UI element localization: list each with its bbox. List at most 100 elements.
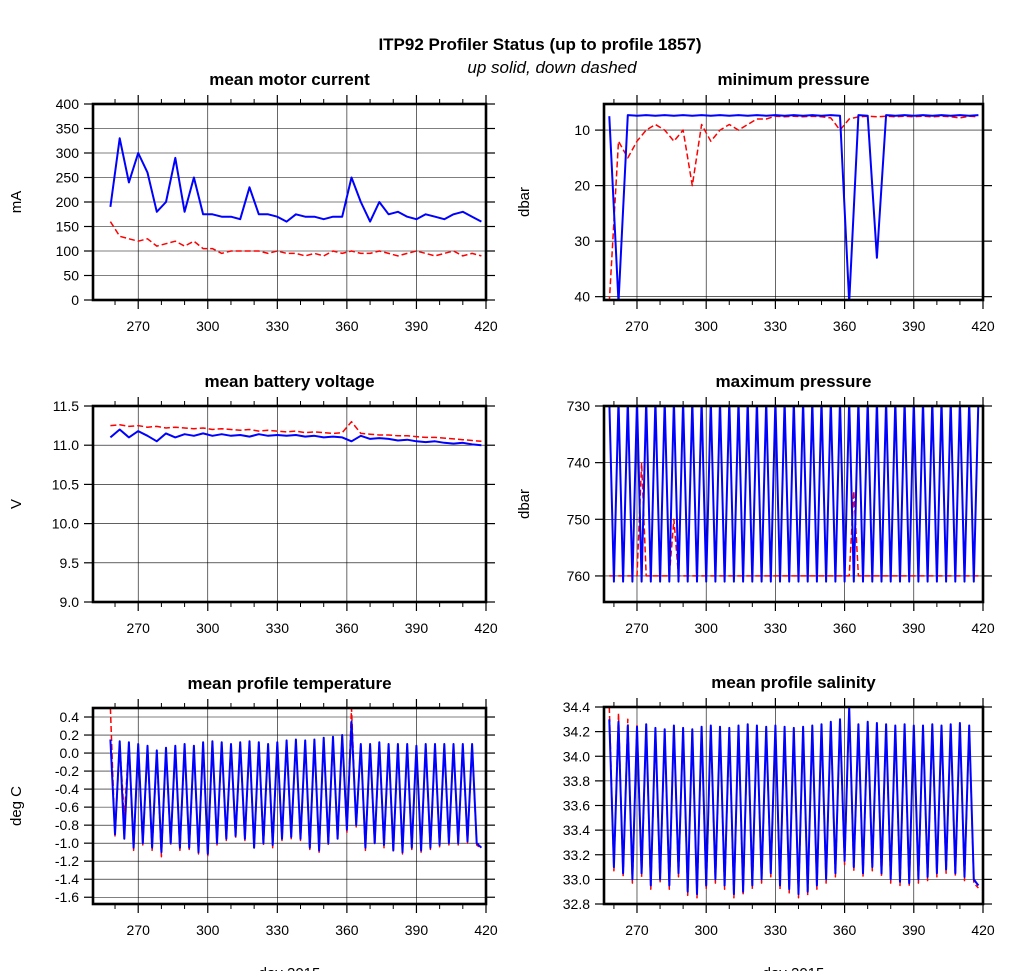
y-tick-label: 10 <box>574 122 590 138</box>
y-axis-label: mA <box>8 191 25 214</box>
x-tick-label: 330 <box>764 318 788 334</box>
x-tick-label: 270 <box>127 620 151 636</box>
x-tick-label: 300 <box>196 620 220 636</box>
y-tick-label: 10.5 <box>52 476 79 492</box>
series-group <box>109 137 482 257</box>
x-tick-label: 420 <box>474 620 498 636</box>
x-tick-label: 330 <box>266 922 290 938</box>
y-tick-label: 34.0 <box>563 748 590 764</box>
x-tick-label: 360 <box>335 922 359 938</box>
y-tick-label: 30 <box>574 233 590 249</box>
y-tick-label: 0.0 <box>60 745 80 761</box>
figure-title: ITP92 Profiler Status (up to profile 185… <box>378 35 701 54</box>
x-tick-label: 360 <box>833 922 857 938</box>
y-tick-label: 33.2 <box>563 847 590 863</box>
x-tick-label: 330 <box>266 318 290 334</box>
x-tick-label: 360 <box>833 620 857 636</box>
series-up-line <box>109 428 482 447</box>
y-tick-label: 33.0 <box>563 871 590 887</box>
y-tick-label: 11.0 <box>53 437 79 453</box>
series-up-line <box>608 114 979 300</box>
x-tick-label: 420 <box>971 620 995 636</box>
y-tick-label: 9.0 <box>60 594 80 610</box>
panel-title: maximum pressure <box>716 372 872 391</box>
panel-mean-motor-current: mean motor current 270 300 330 360 390 420 0 50 1… <box>8 70 498 334</box>
y-tick-label: 33.4 <box>563 822 590 838</box>
series-group <box>608 707 980 899</box>
y-tick-label: 150 <box>56 219 80 235</box>
plot-frame <box>91 404 488 604</box>
panel-mean-profile-temperature: mean profile temperature 270 300 330 360 390 4… <box>8 674 498 971</box>
y-tick-label: -1.6 <box>55 889 79 905</box>
y-tick-label: 300 <box>56 145 80 161</box>
y-tick-label: 32.8 <box>563 896 590 912</box>
y-tick-label: -1.0 <box>55 835 79 851</box>
series-group <box>608 406 980 583</box>
y-tick-label: 33.6 <box>563 798 590 814</box>
y-tick-label: 33.8 <box>563 773 590 789</box>
x-tick-label: 390 <box>902 620 926 636</box>
panel-title: minimum pressure <box>717 70 869 89</box>
y-tick-label: 9.5 <box>60 555 80 571</box>
panel-title: mean motor current <box>209 70 370 89</box>
x-tick-label: 270 <box>625 318 649 334</box>
x-axis-label: day 2015 <box>763 965 825 971</box>
y-tick-label: -1.2 <box>55 853 79 869</box>
series-up-line <box>608 406 980 583</box>
x-tick-label: 330 <box>764 620 788 636</box>
x-tick-label: 420 <box>474 318 498 334</box>
x-tick-label: 270 <box>625 620 649 636</box>
x-axis-label: day 2015 <box>259 965 321 971</box>
y-axis-label: deg C <box>8 786 25 826</box>
y-tick-label: 11.5 <box>53 398 79 414</box>
x-tick-label: 390 <box>902 922 926 938</box>
x-tick-label: 300 <box>196 922 220 938</box>
plot-frame <box>602 705 985 906</box>
y-tick-label: -0.8 <box>55 817 79 833</box>
y-tick-label: 730 <box>567 398 591 414</box>
panel-minimum-pressure: minimum pressure 270 300 330 360 390 420 10 20 30… <box>516 70 995 334</box>
series-down-line <box>109 708 482 858</box>
x-tick-label: 420 <box>971 922 995 938</box>
y-tick-label: 400 <box>56 96 80 112</box>
x-tick-label: 330 <box>266 620 290 636</box>
y-tick-label: 250 <box>56 170 80 186</box>
panels: mean motor current 270 300 330 360 390 420 0 50 1… <box>8 70 995 971</box>
y-tick-label: 0 <box>71 292 79 308</box>
y-tick-label: 20 <box>574 178 590 194</box>
x-tick-label: 300 <box>695 922 719 938</box>
x-tick-label: 390 <box>405 318 429 334</box>
x-tick-label: 270 <box>127 318 151 334</box>
y-axis-label: dbar <box>516 489 533 519</box>
series-up-line <box>109 137 482 223</box>
x-tick-label: 270 <box>127 922 151 938</box>
series-down-line <box>609 461 979 577</box>
plot-frame <box>91 102 488 302</box>
y-tick-label: -1.4 <box>55 871 79 887</box>
y-tick-label: 350 <box>56 121 80 137</box>
x-tick-label: 390 <box>405 620 429 636</box>
y-tick-label: -0.2 <box>55 763 79 779</box>
panel-maximum-pressure: maximum pressure 270 300 330 360 390 420 730 740… <box>516 372 995 636</box>
x-tick-label: 420 <box>971 318 995 334</box>
x-tick-label: 420 <box>474 922 498 938</box>
y-tick-label: 100 <box>56 243 80 259</box>
panel-mean-profile-salinity: mean profile salinity 270 300 330 360 390 420 3… <box>563 673 995 971</box>
series-group <box>109 708 483 858</box>
y-tick-label: 40 <box>574 289 590 305</box>
series-group <box>109 420 482 447</box>
series-up-line <box>109 720 483 855</box>
y-tick-label: 34.2 <box>563 724 590 740</box>
x-tick-label: 360 <box>833 318 857 334</box>
x-tick-label: 300 <box>695 318 719 334</box>
series-down-line <box>608 115 979 300</box>
x-tick-label: 330 <box>764 922 788 938</box>
series-down-line <box>109 221 482 257</box>
y-tick-label: 740 <box>567 455 591 471</box>
x-tick-label: 360 <box>335 318 359 334</box>
figure-subtitle: up solid, down dashed <box>467 58 637 77</box>
plot-frame <box>602 102 985 302</box>
x-tick-label: 390 <box>405 922 429 938</box>
plot-frame <box>91 706 488 906</box>
